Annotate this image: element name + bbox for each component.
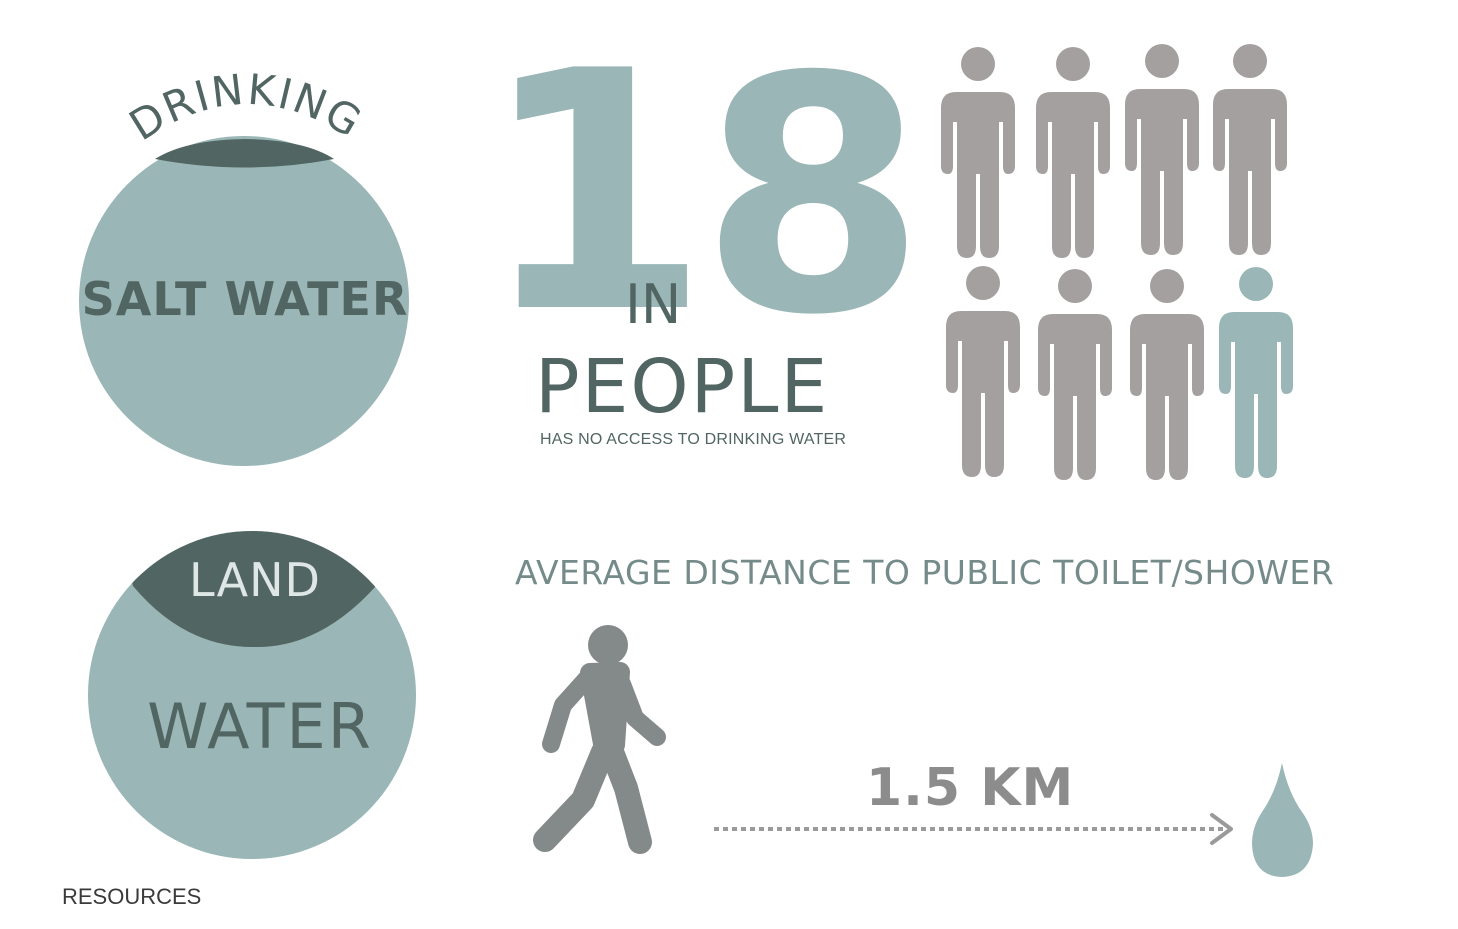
stat-numerator: 1 xyxy=(480,1,710,385)
water-label: WATER xyxy=(147,690,373,763)
distance-arrow-head xyxy=(1210,813,1233,845)
stat-denominator: 8 xyxy=(700,7,927,386)
stat-unit: PEOPLE xyxy=(535,344,830,430)
land-segment xyxy=(120,531,390,648)
walking-person-icon xyxy=(533,625,666,854)
resources-label: RESOURCES xyxy=(62,884,202,909)
land-label: LAND xyxy=(189,553,321,607)
distance-title: AVERAGE DISTANCE TO PUBLIC TOILET/SHOWER xyxy=(515,553,1335,592)
water-drop-icon xyxy=(1252,763,1313,877)
stat-connector: IN xyxy=(625,273,682,336)
distance-value: 1.5 KM xyxy=(866,758,1075,818)
drinking-water-cap xyxy=(155,139,334,168)
stat-caption: HAS NO ACCESS TO DRINKING WATER xyxy=(540,431,847,448)
salt-water-circle xyxy=(79,136,409,466)
salt-water-label: SALT WATER xyxy=(81,272,409,326)
